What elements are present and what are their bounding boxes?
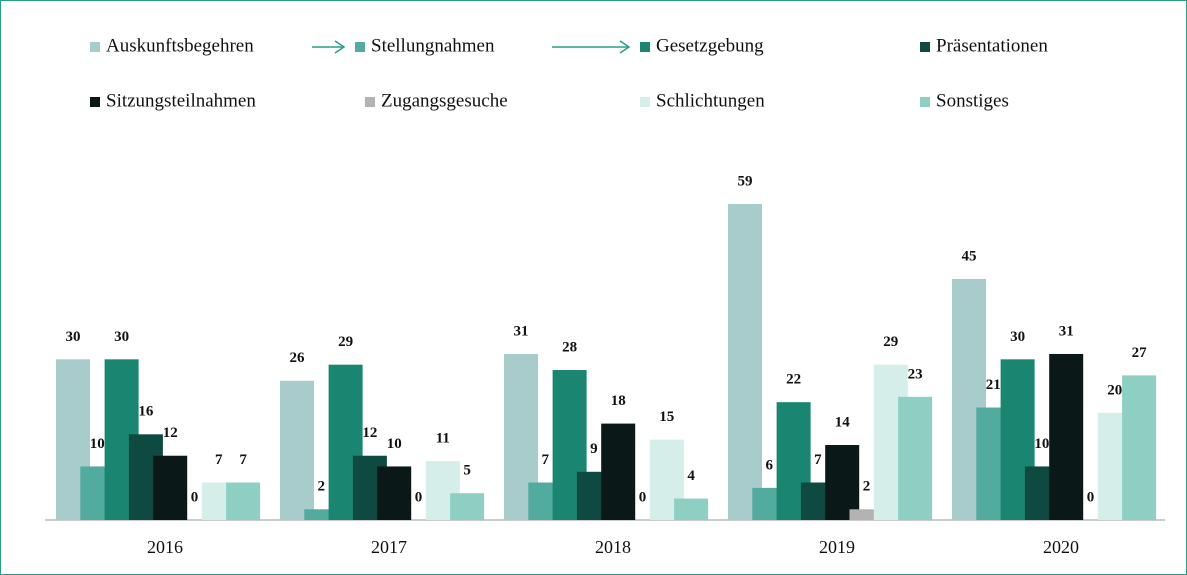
x-tick-label: 2020 [1043, 537, 1079, 557]
value-label: 26 [290, 350, 306, 366]
x-tick-label: 2019 [819, 537, 855, 557]
legend-label: Sonstiges [936, 90, 1009, 111]
value-label: 30 [114, 329, 129, 345]
legend-swatch [640, 42, 650, 52]
bar [226, 482, 261, 520]
value-label: 45 [962, 248, 977, 264]
legend-swatch [90, 97, 100, 107]
value-label: 28 [562, 339, 577, 355]
value-label: 10 [90, 436, 105, 452]
x-tick-label: 2017 [371, 537, 407, 557]
bar [601, 423, 636, 520]
bar [849, 509, 884, 520]
value-label: 59 [738, 173, 753, 189]
value-label: 12 [362, 425, 377, 441]
bar [1049, 353, 1084, 520]
value-label: 29 [883, 334, 898, 350]
value-label: 0 [415, 489, 423, 505]
legend-swatch [365, 97, 375, 107]
value-label: 0 [1087, 489, 1095, 505]
legend-swatch [355, 42, 365, 52]
value-label: 23 [908, 366, 923, 382]
value-label: 31 [514, 323, 529, 339]
value-label: 0 [191, 489, 199, 505]
value-label: 7 [215, 452, 223, 468]
legend-label: Stellungnahmen [371, 35, 495, 56]
value-label: 20 [1107, 382, 1122, 398]
value-label: 7 [814, 452, 822, 468]
value-label: 15 [659, 409, 674, 425]
legend-label: Gesetzgebung [656, 35, 764, 56]
legend-swatch [920, 97, 930, 107]
legend-arrows [312, 40, 631, 54]
value-label: 4 [687, 468, 695, 484]
value-label: 27 [1132, 345, 1148, 361]
bar [728, 204, 762, 520]
value-label: 7 [239, 452, 247, 468]
bar [674, 498, 709, 520]
legend-label: Zugangsgesuche [381, 90, 508, 111]
value-label: 30 [1010, 329, 1025, 345]
value-label: 10 [387, 436, 402, 452]
value-label: 9 [590, 441, 598, 457]
value-label: 14 [835, 414, 851, 430]
legend-swatch [640, 97, 650, 107]
value-label: 0 [639, 489, 647, 505]
legend-label: Präsentationen [936, 35, 1048, 56]
value-label: 2 [318, 479, 326, 495]
value-label: 29 [338, 334, 353, 350]
bar [377, 466, 412, 520]
x-tick-label: 2016 [147, 537, 183, 557]
bar [1122, 375, 1157, 520]
value-label: 11 [436, 431, 450, 447]
value-label: 12 [163, 425, 178, 441]
legend-swatch [90, 42, 100, 52]
value-label: 10 [1034, 436, 1049, 452]
value-label: 16 [138, 404, 154, 420]
bar [153, 455, 188, 520]
bar [450, 493, 485, 520]
arrow-head [619, 40, 631, 54]
bar [825, 445, 860, 520]
value-label: 5 [463, 463, 471, 479]
bar [898, 396, 933, 520]
value-label: 7 [542, 452, 550, 468]
legend-label: Auskunftsbegehren [106, 35, 254, 56]
value-label: 2 [863, 479, 871, 495]
arrow-head [334, 40, 346, 54]
legend-label: Schlichtungen [656, 90, 765, 111]
value-label: 6 [766, 457, 774, 473]
value-label: 18 [611, 393, 626, 409]
bar [304, 509, 339, 520]
x-tick-label: 2018 [595, 537, 631, 557]
value-label: 22 [786, 372, 801, 388]
value-label: 30 [66, 329, 81, 345]
bar [280, 380, 314, 520]
value-label: 31 [1059, 323, 1074, 339]
legend-swatch [920, 42, 930, 52]
legend-label: Sitzungsteilnahmen [106, 90, 256, 111]
value-label: 21 [986, 377, 1001, 393]
